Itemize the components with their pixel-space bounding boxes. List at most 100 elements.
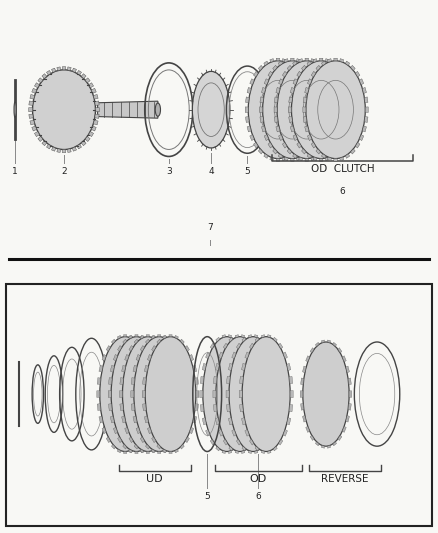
- Polygon shape: [135, 451, 138, 454]
- Ellipse shape: [192, 71, 230, 148]
- Polygon shape: [81, 74, 86, 78]
- Polygon shape: [303, 97, 307, 103]
- Polygon shape: [52, 147, 56, 151]
- Polygon shape: [113, 354, 117, 361]
- Polygon shape: [219, 352, 223, 359]
- Polygon shape: [241, 335, 245, 337]
- Polygon shape: [307, 61, 311, 66]
- Polygon shape: [282, 157, 286, 161]
- Polygon shape: [364, 117, 368, 123]
- Polygon shape: [181, 365, 185, 372]
- Polygon shape: [268, 71, 272, 77]
- Polygon shape: [276, 405, 280, 412]
- Polygon shape: [200, 391, 203, 398]
- Polygon shape: [222, 450, 226, 454]
- Polygon shape: [321, 340, 325, 343]
- Polygon shape: [289, 107, 292, 112]
- Polygon shape: [239, 391, 242, 398]
- Polygon shape: [331, 61, 336, 66]
- Polygon shape: [161, 377, 164, 384]
- Polygon shape: [226, 405, 230, 412]
- Polygon shape: [62, 149, 66, 152]
- Polygon shape: [325, 157, 329, 161]
- Polygon shape: [349, 391, 352, 398]
- Polygon shape: [195, 403, 198, 410]
- Polygon shape: [174, 345, 178, 351]
- Polygon shape: [155, 427, 159, 434]
- Polygon shape: [134, 339, 138, 344]
- Polygon shape: [311, 142, 316, 148]
- Text: 2: 2: [61, 166, 67, 175]
- Polygon shape: [140, 345, 144, 351]
- Polygon shape: [184, 391, 187, 398]
- Text: 4: 4: [208, 166, 214, 175]
- Polygon shape: [148, 427, 152, 434]
- Polygon shape: [129, 437, 133, 442]
- Polygon shape: [257, 352, 261, 359]
- Polygon shape: [297, 157, 300, 161]
- Polygon shape: [348, 87, 352, 93]
- Polygon shape: [305, 126, 309, 132]
- Polygon shape: [264, 61, 268, 66]
- Polygon shape: [284, 157, 288, 161]
- Polygon shape: [117, 335, 121, 339]
- Text: 5: 5: [244, 166, 250, 175]
- Polygon shape: [110, 365, 114, 372]
- Polygon shape: [283, 71, 287, 77]
- Polygon shape: [279, 439, 283, 445]
- Ellipse shape: [111, 337, 162, 451]
- Polygon shape: [341, 142, 346, 148]
- Polygon shape: [158, 339, 162, 344]
- Polygon shape: [175, 449, 178, 453]
- Polygon shape: [229, 447, 233, 451]
- Polygon shape: [38, 136, 43, 142]
- Polygon shape: [169, 445, 173, 449]
- Polygon shape: [283, 352, 287, 359]
- Polygon shape: [109, 377, 112, 384]
- Polygon shape: [287, 66, 292, 70]
- Polygon shape: [193, 365, 197, 372]
- Polygon shape: [362, 126, 367, 132]
- Polygon shape: [300, 391, 303, 398]
- Polygon shape: [240, 376, 243, 384]
- Polygon shape: [316, 149, 321, 154]
- Polygon shape: [261, 364, 265, 370]
- Polygon shape: [328, 157, 332, 161]
- Polygon shape: [283, 142, 287, 148]
- Polygon shape: [297, 71, 301, 77]
- Polygon shape: [185, 437, 190, 442]
- Polygon shape: [169, 335, 172, 337]
- Polygon shape: [102, 427, 106, 434]
- Polygon shape: [141, 335, 145, 339]
- Polygon shape: [237, 439, 240, 445]
- Polygon shape: [205, 430, 210, 436]
- Polygon shape: [196, 391, 199, 398]
- Polygon shape: [260, 447, 264, 451]
- Polygon shape: [321, 61, 326, 66]
- Polygon shape: [77, 144, 81, 149]
- Polygon shape: [293, 154, 297, 158]
- Polygon shape: [117, 345, 122, 351]
- Polygon shape: [263, 405, 267, 412]
- Polygon shape: [343, 356, 346, 362]
- Polygon shape: [245, 352, 249, 359]
- Polygon shape: [303, 117, 307, 123]
- Polygon shape: [178, 427, 182, 434]
- Polygon shape: [146, 445, 150, 449]
- Polygon shape: [155, 354, 159, 361]
- Polygon shape: [276, 126, 280, 132]
- Polygon shape: [293, 66, 297, 70]
- Polygon shape: [258, 149, 263, 154]
- Text: 6: 6: [255, 492, 261, 501]
- Polygon shape: [307, 66, 312, 70]
- Polygon shape: [169, 339, 173, 344]
- Polygon shape: [351, 149, 355, 154]
- Polygon shape: [327, 142, 331, 148]
- Polygon shape: [144, 427, 148, 434]
- Polygon shape: [148, 354, 152, 361]
- Polygon shape: [305, 126, 309, 132]
- Polygon shape: [279, 135, 283, 141]
- Polygon shape: [290, 391, 293, 398]
- Polygon shape: [303, 366, 306, 373]
- Polygon shape: [302, 135, 306, 141]
